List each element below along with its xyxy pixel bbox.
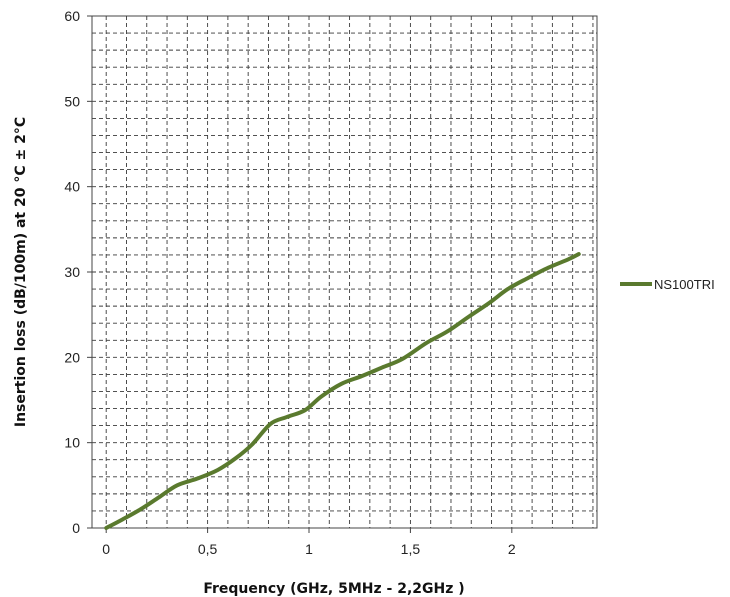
y-tick-label: 30 [64, 264, 80, 280]
series-line-ns100tri [104, 252, 581, 530]
x-tick-label: 2 [508, 541, 516, 557]
y-tick-label: 20 [64, 349, 80, 365]
axes [87, 15, 597, 533]
x-tick-label: 0 [102, 541, 110, 557]
y-tick-label: 50 [64, 93, 80, 109]
y-tick-label: 60 [64, 8, 80, 24]
x-tick-label: 1,5 [401, 541, 421, 557]
y-tick-label: 40 [64, 179, 80, 195]
gridlines [92, 16, 597, 528]
x-tick-label: 1 [305, 541, 313, 557]
series-layer [104, 252, 581, 530]
x-axis-label: Frequency (GHz, 5MHz - 2,2GHz ) [203, 581, 464, 597]
legend-label: NS100TRI [654, 277, 715, 292]
legend: NS100TRI [620, 277, 715, 292]
y-axis-label: Insertion loss (dB/100m) at 20 °C ± 2°C [13, 117, 29, 427]
y-tick-label: 0 [72, 520, 80, 536]
y-tick-label: 10 [64, 435, 80, 451]
x-tick-label: 0,5 [198, 541, 218, 557]
